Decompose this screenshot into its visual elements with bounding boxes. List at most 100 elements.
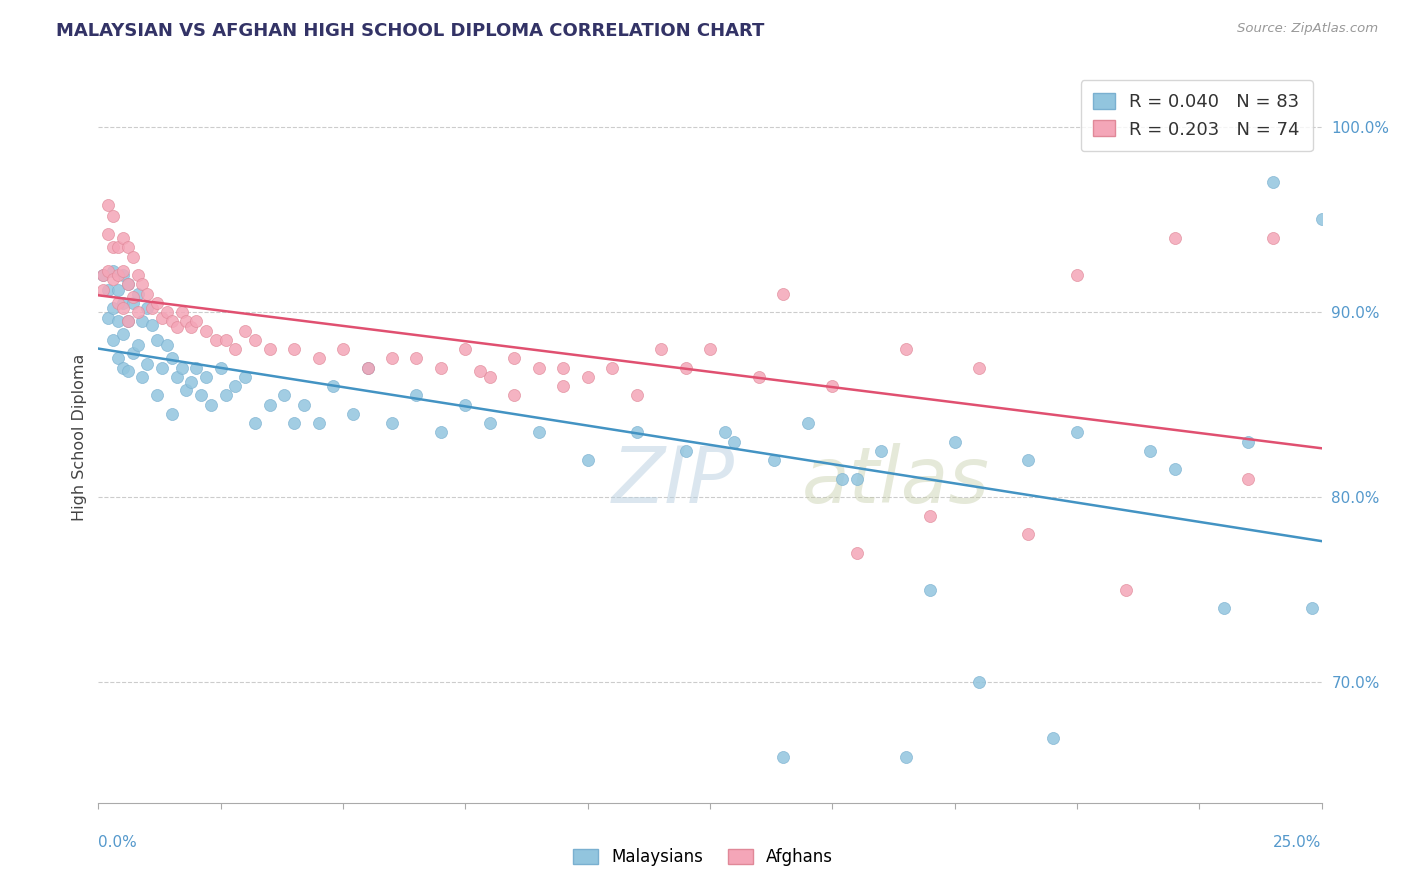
Point	[214, 333, 236, 347]
Text: ZIP: ZIP	[612, 443, 735, 519]
Point	[91, 268, 114, 282]
Point	[117, 314, 139, 328]
Point	[117, 277, 139, 292]
Point	[1017, 527, 1039, 541]
Point	[131, 370, 153, 384]
Point	[111, 301, 134, 316]
Text: MALAYSIAN VS AFGHAN HIGH SCHOOL DIPLOMA CORRELATION CHART: MALAYSIAN VS AFGHAN HIGH SCHOOL DIPLOMA …	[56, 22, 765, 40]
Point	[111, 268, 134, 282]
Point	[797, 416, 820, 430]
Point	[176, 383, 198, 397]
Point	[186, 360, 208, 375]
Point	[107, 351, 129, 366]
Point	[131, 277, 153, 292]
Point	[195, 370, 218, 384]
Point	[1042, 731, 1064, 745]
Point	[117, 314, 139, 328]
Point	[478, 370, 501, 384]
Point	[527, 360, 550, 375]
Point	[430, 360, 453, 375]
Point	[150, 360, 173, 375]
Point	[209, 360, 232, 375]
Point	[97, 227, 120, 242]
Point	[111, 295, 134, 310]
Point	[322, 379, 344, 393]
Point	[1017, 453, 1039, 467]
Point	[259, 398, 281, 412]
Point	[101, 333, 124, 347]
Point	[111, 231, 134, 245]
Point	[381, 351, 404, 366]
Point	[176, 314, 198, 328]
Point	[97, 283, 120, 297]
Point	[308, 351, 330, 366]
Point	[650, 342, 672, 356]
Point	[675, 360, 697, 375]
Point	[127, 286, 149, 301]
Point	[381, 416, 404, 430]
Point	[772, 749, 794, 764]
Point	[920, 582, 942, 597]
Text: 25.0%: 25.0%	[1274, 836, 1322, 850]
Point	[967, 675, 990, 690]
Point	[243, 333, 266, 347]
Point	[160, 407, 183, 421]
Point	[259, 342, 281, 356]
Point	[101, 301, 124, 316]
Point	[356, 360, 378, 375]
Point	[150, 310, 173, 325]
Point	[699, 342, 721, 356]
Point	[224, 379, 246, 393]
Point	[405, 351, 427, 366]
Point	[1066, 425, 1088, 440]
Point	[1310, 212, 1333, 227]
Point	[127, 338, 149, 352]
Point	[101, 272, 124, 286]
Point	[190, 388, 212, 402]
Point	[141, 318, 163, 332]
Point	[1237, 472, 1260, 486]
Point	[91, 283, 114, 297]
Point	[1212, 601, 1234, 615]
Point	[870, 444, 893, 458]
Point	[332, 342, 354, 356]
Point	[214, 388, 236, 402]
Point	[160, 351, 183, 366]
Text: Source: ZipAtlas.com: Source: ZipAtlas.com	[1237, 22, 1378, 36]
Point	[186, 314, 208, 328]
Point	[170, 305, 193, 319]
Point	[205, 333, 228, 347]
Point	[920, 508, 942, 523]
Point	[675, 444, 697, 458]
Point	[121, 295, 143, 310]
Point	[273, 388, 295, 402]
Point	[845, 472, 868, 486]
Text: 0.0%: 0.0%	[98, 836, 138, 850]
Point	[342, 407, 364, 421]
Point	[91, 268, 114, 282]
Point	[1139, 444, 1161, 458]
Point	[166, 370, 188, 384]
Point	[111, 264, 134, 278]
Point	[156, 338, 179, 352]
Point	[127, 268, 149, 282]
Point	[97, 264, 120, 278]
Point	[243, 416, 266, 430]
Point	[195, 324, 218, 338]
Point	[136, 357, 159, 371]
Point	[967, 360, 990, 375]
Point	[101, 240, 124, 254]
Y-axis label: High School Diploma: High School Diploma	[72, 353, 87, 521]
Legend: R = 0.040   N = 83, R = 0.203   N = 74: R = 0.040 N = 83, R = 0.203 N = 74	[1081, 80, 1313, 152]
Point	[121, 250, 143, 264]
Point	[136, 301, 159, 316]
Point	[1237, 434, 1260, 449]
Point	[224, 342, 246, 356]
Point	[430, 425, 453, 440]
Point	[626, 425, 648, 440]
Point	[117, 240, 139, 254]
Point	[1115, 582, 1137, 597]
Point	[156, 305, 179, 319]
Point	[233, 324, 256, 338]
Point	[127, 305, 149, 319]
